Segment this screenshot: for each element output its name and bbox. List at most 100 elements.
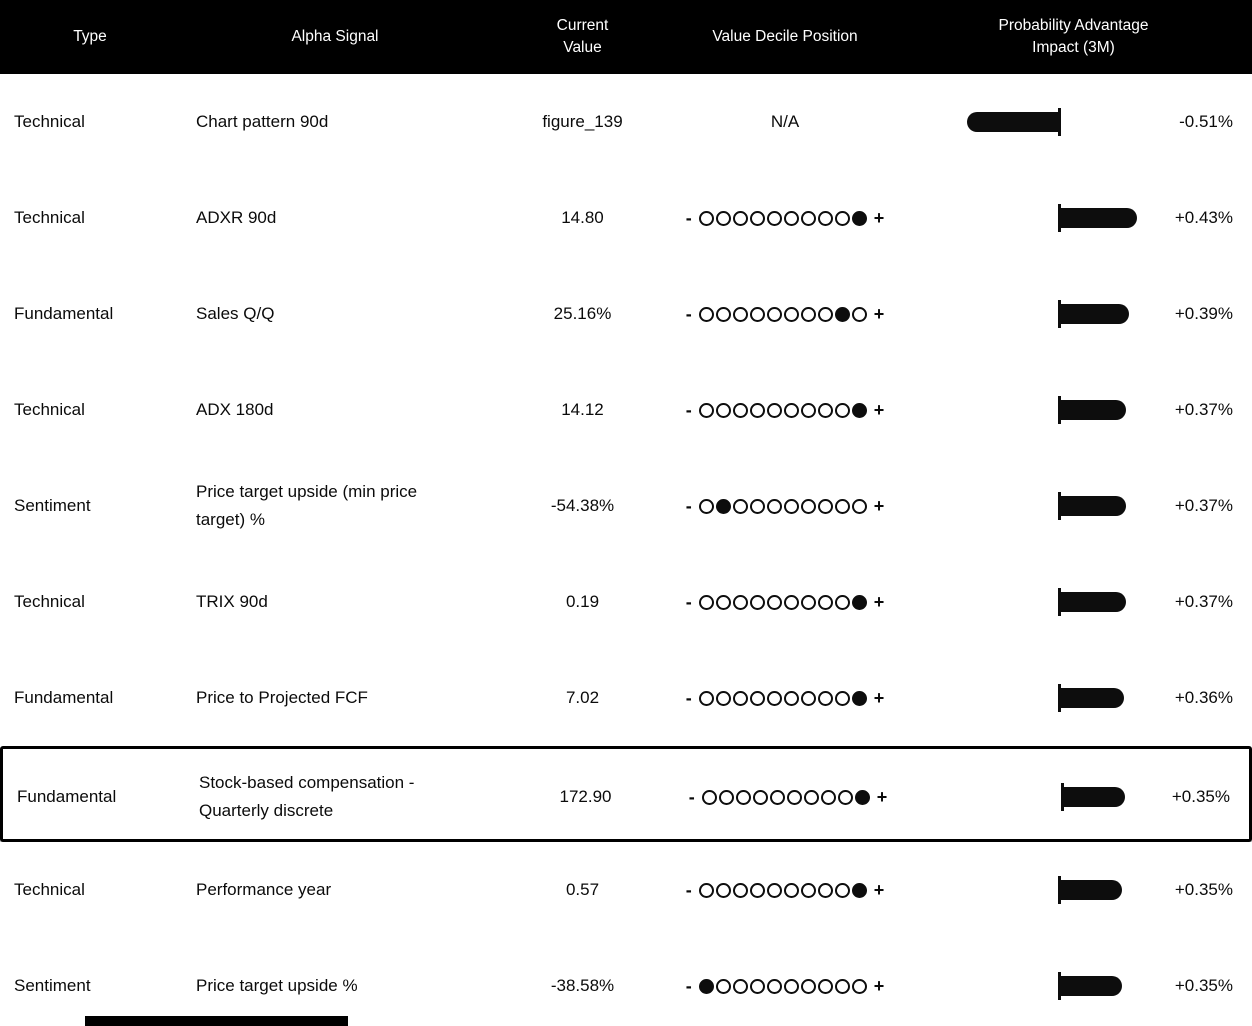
impact-value-label: +0.37% bbox=[1174, 592, 1233, 611]
bar-axis-tick bbox=[1058, 492, 1061, 520]
decile-dot-empty bbox=[817, 882, 833, 898]
table-row[interactable]: Technical ADXR 90d 14.80- + +0.43% bbox=[0, 170, 1252, 266]
row-current-value: -38.58% bbox=[550, 976, 615, 995]
decile-dot-empty bbox=[817, 690, 833, 706]
decile-dot-empty bbox=[718, 789, 734, 805]
impact-bar bbox=[1060, 304, 1129, 324]
bar-axis-tick bbox=[1058, 588, 1061, 616]
table-row[interactable]: Technical TRIX 90d 0.19- + +0.37% bbox=[0, 554, 1252, 650]
impact-bar bbox=[1060, 592, 1126, 612]
table-row[interactable]: Technical Chart pattern 90d figure_139 N/A -… bbox=[0, 74, 1252, 170]
impact-cell: +0.39% bbox=[895, 266, 1252, 362]
decile-dot-empty bbox=[834, 594, 850, 610]
decile-dot-empty bbox=[715, 978, 731, 994]
table-header: Type Alpha Signal Current Value Value De… bbox=[0, 0, 1252, 74]
decile-dot-empty bbox=[715, 690, 731, 706]
decile-dot-empty bbox=[837, 789, 853, 805]
impact-bar bbox=[1060, 976, 1122, 996]
decile-dot-empty bbox=[715, 594, 731, 610]
impact-value-label: +0.36% bbox=[1174, 688, 1233, 707]
table-row[interactable]: Fundamental Price to Projected FCF 7.02- + +… bbox=[0, 650, 1252, 746]
impact-value-label: +0.35% bbox=[1174, 976, 1233, 995]
decile-dot-empty bbox=[766, 210, 782, 226]
decile-dot-filled bbox=[854, 789, 870, 805]
bar-axis-tick bbox=[1058, 108, 1061, 136]
bar-axis-tick bbox=[1058, 876, 1061, 904]
row-current-value: 172.90 bbox=[559, 787, 612, 806]
cutoff-black-bar bbox=[85, 1016, 348, 1026]
row-current-value: -54.38% bbox=[550, 496, 615, 515]
decile-dot-empty bbox=[715, 882, 731, 898]
decile-dot-empty bbox=[800, 210, 816, 226]
decile-minus-sign: - bbox=[685, 208, 692, 228]
decile-indicator: - + bbox=[675, 497, 895, 515]
column-header-alpha-signal-label: Alpha Signal bbox=[291, 28, 379, 46]
table-row[interactable]: Fundamental Sales Q/Q 25.16% - + +0.39% bbox=[0, 266, 1252, 362]
table-row[interactable]: Technical ADX 180d 14.12- + +0.37% bbox=[0, 362, 1252, 458]
bar-axis-tick bbox=[1058, 684, 1061, 712]
decile-dot-empty bbox=[732, 690, 748, 706]
decile-minus-sign: - bbox=[685, 400, 692, 420]
decile-dot-filled bbox=[698, 978, 714, 994]
row-signal-label: Stock-based compensation - Quarterly dis… bbox=[199, 773, 415, 820]
decile-plus-sign: + bbox=[873, 880, 885, 900]
decile-dot-empty bbox=[783, 882, 799, 898]
bar-axis-tick bbox=[1061, 783, 1064, 811]
table-row[interactable]: Technical Performance year 0.57- + +0.35% bbox=[0, 842, 1252, 938]
bar-axis-tick bbox=[1058, 972, 1061, 1000]
decile-plus-sign: + bbox=[873, 400, 885, 420]
decile-plus-sign: + bbox=[873, 592, 885, 612]
table-row[interactable]: Sentiment Price target upside % -38.58% - + +… bbox=[0, 938, 1252, 1026]
decile-dot-empty bbox=[820, 789, 836, 805]
decile-dot-empty bbox=[698, 498, 714, 514]
decile-dot-empty bbox=[735, 789, 751, 805]
decile-dot-empty bbox=[800, 402, 816, 418]
decile-dot-empty bbox=[800, 882, 816, 898]
table-row[interactable]: Sentiment Price target upside (min price … bbox=[0, 458, 1252, 554]
decile-minus-sign: - bbox=[685, 880, 692, 900]
column-header-current-value: Current Value bbox=[490, 15, 675, 58]
impact-bar bbox=[1060, 688, 1124, 708]
decile-dot-empty bbox=[766, 306, 782, 322]
row-current-value: 14.80 bbox=[561, 208, 604, 227]
decile-dot-empty bbox=[752, 789, 768, 805]
table-row[interactable]: Fundamental Stock-based compensation - Qu… bbox=[0, 746, 1252, 842]
decile-dot-empty bbox=[732, 498, 748, 514]
decile-dot-empty bbox=[783, 402, 799, 418]
decile-plus-sign: + bbox=[873, 496, 885, 516]
row-signal-label: TRIX 90d bbox=[196, 592, 268, 611]
column-header-value-decile-position-label: Value Decile Position bbox=[712, 28, 858, 46]
decile-dot-empty bbox=[749, 402, 765, 418]
row-current-value: 7.02 bbox=[565, 688, 600, 707]
decile-indicator: N/A bbox=[675, 112, 895, 132]
decile-dot-empty bbox=[749, 594, 765, 610]
impact-cell: -0.51% bbox=[895, 74, 1252, 170]
decile-plus-sign: + bbox=[876, 787, 888, 807]
decile-dot-empty bbox=[834, 978, 850, 994]
decile-indicator: - + bbox=[675, 209, 895, 227]
decile-dot-filled bbox=[834, 306, 850, 322]
decile-minus-sign: - bbox=[685, 304, 692, 324]
impact-value-label: +0.39% bbox=[1174, 304, 1233, 323]
decile-dot-empty bbox=[732, 210, 748, 226]
decile-dot-empty bbox=[701, 789, 717, 805]
decile-dot-empty bbox=[715, 402, 731, 418]
decile-dot-empty bbox=[749, 978, 765, 994]
decile-dot-filled bbox=[715, 498, 731, 514]
decile-dot-empty bbox=[749, 882, 765, 898]
row-type-label: Sentiment bbox=[14, 976, 91, 995]
row-signal-label: Price to Projected FCF bbox=[196, 688, 368, 707]
decile-dot-empty bbox=[800, 306, 816, 322]
impact-cell: +0.36% bbox=[895, 650, 1252, 746]
decile-dot-filled bbox=[851, 594, 867, 610]
row-type-label: Technical bbox=[14, 400, 85, 419]
decile-dot-empty bbox=[800, 690, 816, 706]
impact-cell: +0.35% bbox=[898, 749, 1249, 845]
decile-dot-empty bbox=[834, 402, 850, 418]
decile-dot-empty bbox=[851, 306, 867, 322]
decile-dot-empty bbox=[749, 210, 765, 226]
decile-dot-empty bbox=[766, 690, 782, 706]
row-type-label: Fundamental bbox=[17, 787, 117, 806]
row-type-label: Technical bbox=[14, 208, 85, 227]
decile-dot-empty bbox=[803, 789, 819, 805]
